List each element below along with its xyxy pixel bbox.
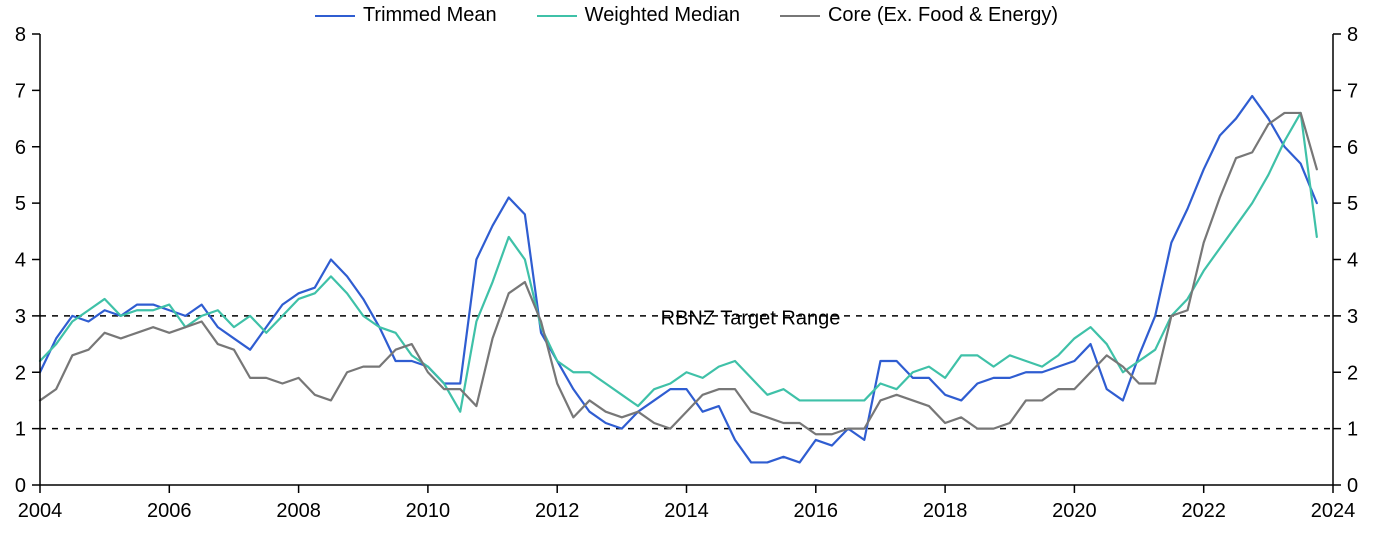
legend-label: Trimmed Mean <box>363 4 497 27</box>
inflation-chart: Trimmed Mean Weighted Median Core (Ex. F… <box>0 0 1373 542</box>
legend-label: Weighted Median <box>585 4 740 27</box>
x-tick-label: 2020 <box>1052 500 1097 522</box>
y-tick-label-right: 6 <box>1347 137 1358 159</box>
x-tick-label: 2024 <box>1311 500 1356 522</box>
chart-svg: 2004200620082010201220142016201820202022… <box>0 0 1373 542</box>
annotation-rbnz-target: RBNZ Target Range <box>661 307 841 329</box>
x-tick-label: 2008 <box>276 500 321 522</box>
y-tick-label-right: 2 <box>1347 362 1358 384</box>
y-tick-label-left: 1 <box>15 419 26 441</box>
x-tick-label: 2014 <box>664 500 709 522</box>
y-tick-label-left: 8 <box>15 24 26 46</box>
series-line <box>40 96 1317 462</box>
y-tick-label-right: 1 <box>1347 419 1358 441</box>
x-tick-label: 2012 <box>535 500 580 522</box>
legend-item-core: Core (Ex. Food & Energy) <box>780 4 1058 27</box>
legend-swatch <box>315 15 355 17</box>
y-tick-label-left: 2 <box>15 362 26 384</box>
legend-item-trimmed-mean: Trimmed Mean <box>315 4 497 27</box>
x-tick-label: 2006 <box>147 500 192 522</box>
x-tick-label: 2022 <box>1181 500 1226 522</box>
y-tick-label-right: 0 <box>1347 475 1358 497</box>
legend-swatch <box>780 15 820 17</box>
x-tick-label: 2016 <box>794 500 839 522</box>
legend-label: Core (Ex. Food & Energy) <box>828 4 1058 27</box>
series-line <box>40 113 1317 412</box>
legend: Trimmed Mean Weighted Median Core (Ex. F… <box>0 4 1373 27</box>
y-tick-label-left: 5 <box>15 193 26 215</box>
y-tick-label-right: 7 <box>1347 80 1358 102</box>
x-tick-label: 2010 <box>406 500 451 522</box>
legend-swatch <box>537 15 577 17</box>
y-tick-label-right: 4 <box>1347 250 1358 272</box>
legend-item-weighted-median: Weighted Median <box>537 4 740 27</box>
y-tick-label-left: 6 <box>15 137 26 159</box>
series-line <box>40 113 1317 434</box>
y-tick-label-right: 3 <box>1347 306 1358 328</box>
y-tick-label-left: 7 <box>15 80 26 102</box>
x-tick-label: 2004 <box>18 500 63 522</box>
y-tick-label-left: 4 <box>15 250 26 272</box>
y-tick-label-left: 0 <box>15 475 26 497</box>
y-tick-label-right: 5 <box>1347 193 1358 215</box>
x-tick-label: 2018 <box>923 500 968 522</box>
y-tick-label-left: 3 <box>15 306 26 328</box>
y-tick-label-right: 8 <box>1347 24 1358 46</box>
